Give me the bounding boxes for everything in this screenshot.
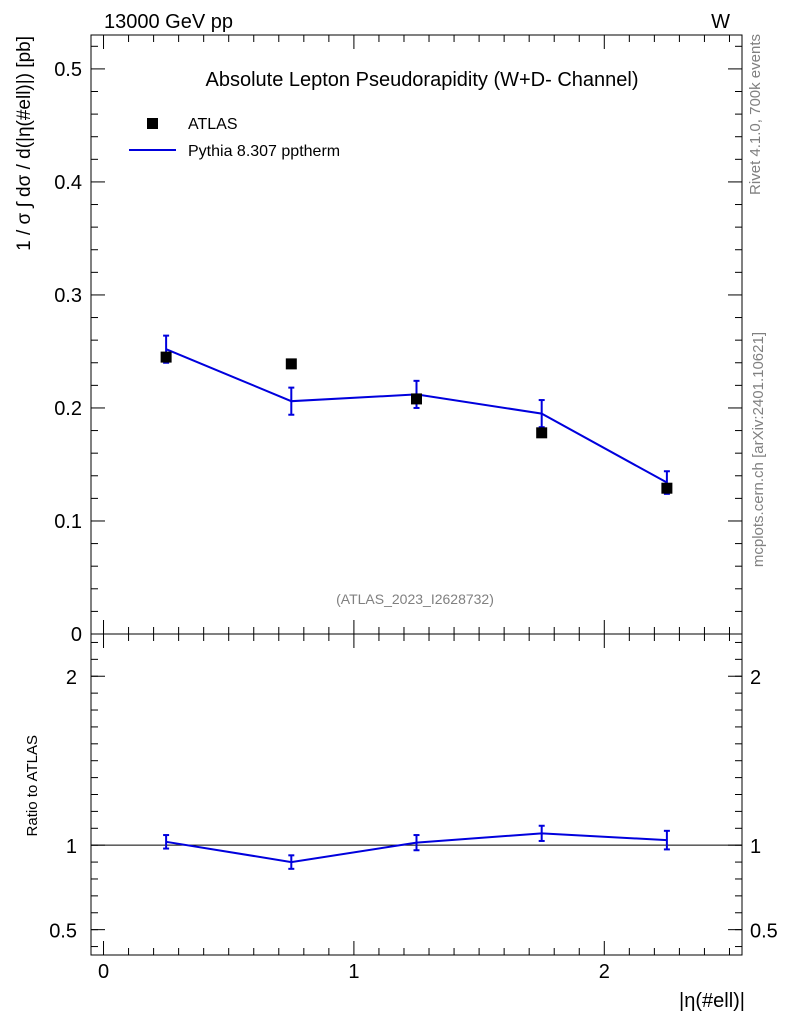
ratio-y-tick-label-right: 2 — [750, 667, 761, 689]
rivet-version-label: Rivet 4.1.0, 700k events — [747, 34, 764, 195]
ratio-y-tick-label: 0.5 — [49, 921, 77, 943]
ratio-y-tick-label: 1 — [66, 836, 77, 858]
legend-mc-label: Pythia 8.307 pptherm — [188, 143, 340, 160]
main-data-series — [160, 351, 673, 494]
header-energy-label: 13000 GeV pp — [104, 11, 233, 33]
x-tick-label: 0 — [98, 961, 109, 983]
ratio-y-axis-label: Ratio to ATLAS — [24, 735, 41, 836]
legend-atlas-label: ATLAS — [188, 116, 238, 133]
main-y-tick-label: 0 — [71, 624, 82, 646]
ratio-y-tick-label: 2 — [66, 667, 77, 689]
chart-title: Absolute Lepton Pseudorapidity (W+D- Cha… — [205, 69, 638, 91]
ratio-y-tick-label-right: 1 — [750, 836, 761, 858]
x-tick-label: 1 — [348, 961, 359, 983]
atlas-data-point — [661, 482, 673, 494]
ratio-series — [163, 824, 670, 870]
ratio-axis-ticks: 0.5 0.5 1 1 2 2 0 1 2 — [49, 634, 778, 983]
main-axis-ticks: 0 0.1 0.2 0.3 0.4 0.5 — [54, 35, 742, 646]
mcplots-label: mcplots.cern.ch [arXiv:2401.10621] — [750, 332, 767, 567]
main-y-tick-label: 0.5 — [54, 59, 82, 81]
ratio-panel-frame — [90, 633, 743, 956]
x-tick-label: 2 — [599, 961, 610, 983]
atlas-data-point — [536, 427, 548, 439]
y-axis-label: 1 / σ ∫ dσ / d(|η(#ell)|) [pb] — [14, 36, 35, 251]
main-mc-series — [163, 334, 670, 495]
mc-line — [165, 348, 668, 484]
x-axis-label: |η(#ell)| — [679, 990, 745, 1012]
atlas-data-point — [160, 351, 172, 363]
main-y-tick-label: 0.2 — [54, 398, 82, 420]
legend: ATLAS Pythia 8.307 pptherm — [129, 116, 340, 160]
analysis-watermark: (ATLAS_2023_I2628732) — [336, 591, 494, 607]
ratio-y-tick-label-right: 0.5 — [750, 921, 778, 943]
atlas-data-point — [285, 358, 297, 370]
main-y-tick-label: 0.1 — [54, 511, 82, 533]
atlas-data-point — [411, 393, 422, 405]
main-y-tick-label: 0.3 — [54, 285, 82, 307]
legend-atlas-marker — [147, 118, 158, 129]
main-y-tick-label: 0.4 — [54, 172, 82, 194]
header-process-label: W — [711, 11, 730, 33]
